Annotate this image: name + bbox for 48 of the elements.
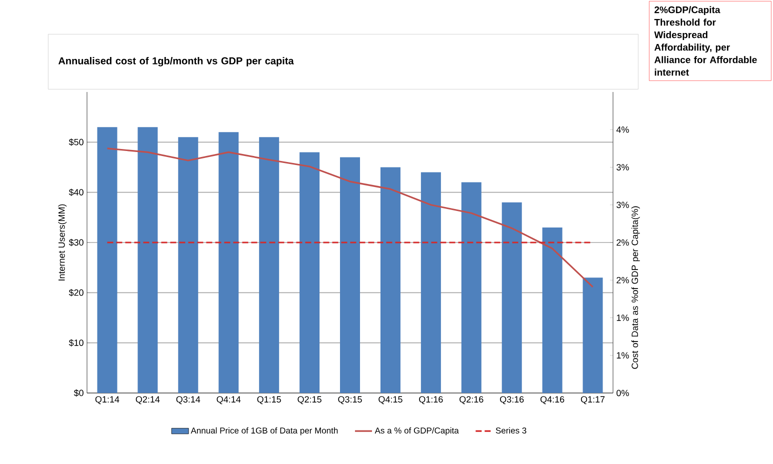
bar (218, 132, 239, 393)
bar (97, 127, 118, 393)
legend-label: As a % of GDP/Capita (374, 427, 459, 436)
bar (178, 137, 198, 393)
y2-tick-label: 4% (616, 126, 629, 133)
bar (582, 278, 603, 393)
bar (502, 202, 522, 393)
x-tick-label: Q1:16 (419, 396, 443, 404)
y-axis-title: Internet Users(MM) (58, 204, 67, 280)
bar (542, 227, 562, 393)
y2-tick-label: 3% (616, 202, 629, 208)
x-tick-label: Q1:17 (580, 396, 605, 404)
x-tick-label: Q3:15 (338, 396, 362, 404)
y-tick-label: $0 (74, 389, 84, 397)
x-tick-label: Q2:16 (460, 396, 484, 404)
bar (461, 182, 482, 393)
y-tick-label: $10 (68, 339, 84, 346)
y2-tick-label: 2% (616, 239, 629, 246)
y-tick-label: $30 (68, 238, 84, 246)
y2-axis-title: Cost of Data as %of GDP per Capita(%) (631, 206, 640, 369)
legend-label: Annual Price of 1GB of Data per Month (190, 427, 338, 436)
x-tick-label: Q4:16 (540, 396, 564, 404)
y2-tick-label: 1% (616, 314, 629, 321)
y-tick-label: $20 (68, 289, 84, 296)
x-tick-label: Q3:16 (500, 396, 524, 404)
y2-tick-label: 2% (616, 276, 629, 284)
x-tick-label: Q4:15 (378, 396, 402, 404)
text: 2%GDP/Capita Threshold for Widespread Affordability, per Alliance for Affordable internet (654, 6, 757, 76)
bar (340, 157, 360, 393)
x-tick-label: Q2:14 (136, 396, 160, 404)
y2-tick-label: 1% (616, 352, 629, 359)
bar (259, 137, 280, 393)
x-tick-label: Q1:15 (257, 396, 281, 404)
y2-tick-label: 3% (616, 164, 629, 170)
y-tick-label: $50 (68, 138, 84, 146)
x-tick-label: Q3:14 (176, 396, 200, 404)
y-tick-label: $40 (68, 188, 84, 196)
chart-title: Annualised cost of 1gb/month vs GDP per capita (58, 57, 294, 66)
bar (380, 167, 400, 393)
bar (300, 152, 320, 393)
y2-tick-label: 0% (616, 390, 629, 396)
x-tick-label: Q1:14 (95, 396, 120, 404)
x-tick-label: Q2:15 (298, 396, 322, 404)
legend-label: Series 3 (496, 427, 526, 434)
bar (420, 172, 441, 393)
x-tick-label: Q4:14 (216, 396, 241, 404)
bar (138, 127, 158, 393)
line-series (106, 148, 594, 288)
